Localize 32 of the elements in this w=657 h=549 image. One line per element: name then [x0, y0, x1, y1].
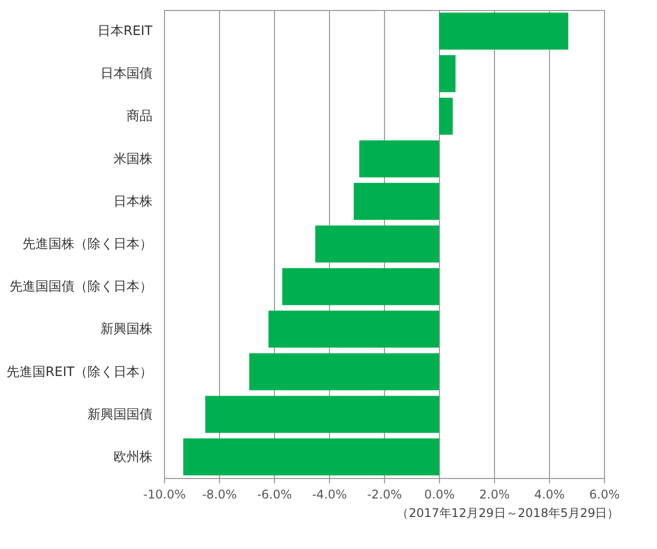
y-tick-label: 日本REIT [97, 24, 153, 40]
x-tick-label: -6.0% [257, 488, 292, 502]
bar [205, 396, 439, 433]
x-tick-label: 6.0% [589, 488, 620, 502]
x-tick-label: -8.0% [202, 488, 237, 502]
x-tick-label: -4.0% [312, 488, 347, 502]
bar [439, 55, 456, 92]
bar [315, 226, 439, 262]
y-tick-label: 先進国REIT（除く日本） [6, 364, 152, 380]
y-tick-label: 先進国国債（除く日本） [10, 280, 152, 295]
y-tick-label: 欧州株 [114, 450, 152, 465]
x-tick-label: -2.0% [367, 488, 402, 502]
bar [439, 12, 568, 50]
y-tick-label: 新興国株 [100, 322, 152, 338]
y-tick-label: 先進国株（除く日本） [22, 237, 152, 252]
bar [268, 310, 439, 348]
bar [359, 140, 439, 178]
x-tick-label: 0.0% [424, 488, 455, 502]
bar [439, 98, 453, 135]
y-tick-label: 米国株 [114, 152, 152, 167]
bar [249, 353, 439, 390]
bar [354, 182, 439, 220]
y-tick-label: 新興国国債 [88, 407, 152, 422]
y-tick-label: 日本株 [114, 194, 152, 210]
x-tick-label: 2.0% [479, 488, 510, 502]
bar [183, 438, 439, 476]
y-tick-label: 商品 [126, 109, 152, 124]
x-tick-label: -10.0% [143, 488, 186, 502]
x-tick-label: 4.0% [534, 488, 565, 502]
y-tick-label: 日本国債 [100, 66, 152, 82]
bar [282, 268, 439, 306]
text: （2017年12月29日～2018年5月29日） [396, 506, 620, 520]
